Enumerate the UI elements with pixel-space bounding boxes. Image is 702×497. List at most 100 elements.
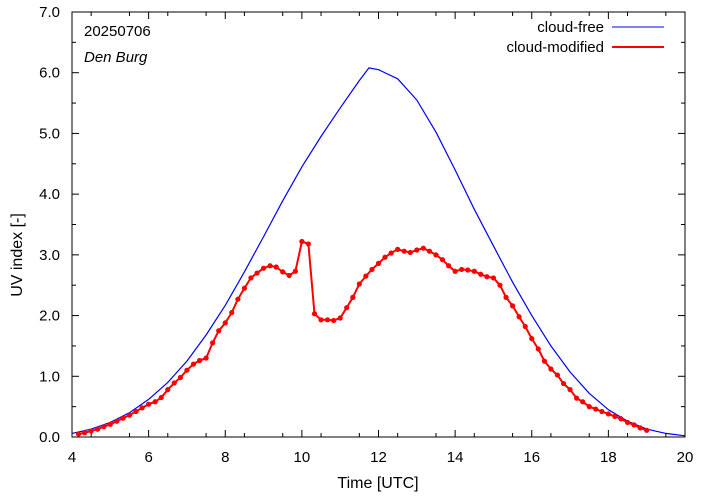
data-point-cloud-modified bbox=[644, 427, 650, 433]
x-tick-label: 14 bbox=[447, 449, 464, 466]
data-point-cloud-modified bbox=[612, 413, 618, 419]
data-point-cloud-modified bbox=[331, 317, 337, 324]
data-point-cloud-modified bbox=[139, 405, 145, 411]
data-point-cloud-modified bbox=[516, 314, 522, 320]
data-point-cloud-modified bbox=[248, 275, 254, 281]
data-point-cloud-modified bbox=[203, 355, 209, 361]
data-point-cloud-modified bbox=[497, 282, 503, 288]
y-tick-label: 5.0 bbox=[39, 125, 60, 142]
legend-label-cloud-modified: cloud-modified bbox=[506, 39, 604, 56]
data-point-cloud-modified bbox=[95, 426, 101, 432]
data-point-cloud-modified bbox=[120, 415, 126, 421]
data-point-cloud-modified bbox=[196, 357, 203, 364]
data-point-cloud-modified bbox=[184, 367, 190, 373]
data-point-cloud-modified bbox=[363, 273, 369, 279]
x-tick-label: 6 bbox=[144, 449, 152, 466]
data-point-cloud-modified bbox=[541, 358, 547, 364]
data-point-cloud-modified bbox=[567, 387, 573, 393]
data-point-cloud-modified bbox=[210, 340, 216, 346]
data-point-cloud-modified bbox=[216, 328, 222, 334]
data-point-cloud-modified bbox=[388, 250, 394, 256]
data-point-cloud-modified bbox=[573, 395, 580, 401]
data-point-cloud-modified bbox=[311, 311, 318, 317]
data-point-cloud-modified bbox=[382, 254, 388, 260]
data-point-cloud-modified bbox=[165, 387, 171, 393]
data-point-cloud-modified bbox=[337, 315, 343, 321]
data-point-cloud-modified bbox=[452, 268, 458, 274]
data-point-cloud-modified bbox=[465, 267, 471, 273]
data-point-cloud-modified bbox=[222, 320, 228, 326]
data-point-cloud-modified bbox=[350, 294, 356, 300]
data-point-cloud-modified bbox=[318, 317, 324, 323]
data-point-cloud-modified bbox=[395, 246, 401, 252]
data-point-cloud-modified bbox=[560, 380, 567, 387]
data-point-cloud-modified bbox=[471, 268, 477, 274]
data-point-cloud-modified bbox=[509, 303, 516, 309]
data-point-cloud-modified bbox=[299, 238, 305, 245]
data-point-cloud-modified bbox=[280, 269, 286, 275]
data-point-cloud-modified bbox=[88, 428, 94, 434]
data-point-cloud-modified bbox=[535, 346, 541, 352]
data-point-cloud-modified bbox=[229, 309, 235, 316]
data-point-cloud-modified bbox=[101, 424, 107, 430]
legend-label-cloud-free: cloud-free bbox=[537, 19, 604, 36]
y-tick-label: 4.0 bbox=[39, 186, 60, 203]
y-tick-label: 6.0 bbox=[39, 65, 60, 82]
data-point-cloud-modified bbox=[554, 372, 561, 378]
data-point-cloud-modified bbox=[631, 422, 637, 428]
data-point-cloud-modified bbox=[82, 430, 88, 436]
data-point-cloud-modified bbox=[324, 317, 331, 323]
data-point-cloud-modified bbox=[459, 266, 465, 273]
data-point-cloud-modified bbox=[369, 266, 375, 273]
y-tick-label: 1.0 bbox=[39, 368, 60, 385]
data-point-cloud-modified bbox=[490, 275, 497, 281]
legend: cloud-free cloud-modified bbox=[506, 19, 664, 56]
data-point-cloud-modified bbox=[344, 305, 350, 311]
station-annotation: Den Burg bbox=[84, 49, 148, 66]
series-line-cloud-free bbox=[71, 67, 686, 437]
x-tick-label: 8 bbox=[221, 449, 229, 466]
data-point-cloud-modified bbox=[522, 323, 528, 330]
data-point-cloud-modified bbox=[605, 411, 611, 417]
x-tick-label: 4 bbox=[68, 449, 76, 466]
data-point-cloud-modified bbox=[420, 245, 426, 251]
data-point-cloud-modified bbox=[637, 425, 643, 431]
data-point-cloud-modified bbox=[356, 281, 362, 287]
data-point-cloud-modified bbox=[114, 418, 120, 424]
data-point-cloud-modified bbox=[446, 263, 452, 269]
data-point-cloud-modified bbox=[190, 361, 197, 367]
data-point-cloud-modified bbox=[286, 272, 292, 279]
data-point-cloud-modified bbox=[133, 408, 139, 415]
x-tick-label: 18 bbox=[600, 449, 617, 466]
axis-tick-labels: 4 6 8 10 12 14 16 18 20 0.0 1.0 2.0 3.0 4.0 5.0 6.0 7.0 bbox=[39, 4, 693, 466]
x-tick-label: 20 bbox=[677, 449, 694, 466]
data-point-cloud-modified bbox=[273, 264, 279, 270]
data-point-cloud-modified bbox=[624, 419, 631, 426]
data-point-cloud-modified bbox=[177, 374, 184, 381]
y-tick-label: 7.0 bbox=[39, 4, 60, 21]
data-point-cloud-modified bbox=[426, 248, 433, 254]
x-tick-label: 16 bbox=[523, 449, 540, 466]
data-point-cloud-modified bbox=[235, 296, 241, 302]
y-tick-label: 2.0 bbox=[39, 308, 60, 325]
data-point-cloud-modified bbox=[171, 380, 177, 386]
data-point-cloud-modified bbox=[599, 408, 605, 415]
data-point-cloud-modified bbox=[152, 399, 158, 405]
data-point-cloud-modified bbox=[260, 265, 267, 271]
data-point-cloud-modified bbox=[414, 247, 420, 253]
data-point-cloud-modified bbox=[292, 268, 298, 274]
data-point-cloud-modified bbox=[529, 336, 535, 342]
data-point-cloud-modified bbox=[407, 249, 413, 256]
data-point-cloud-modified bbox=[267, 263, 273, 269]
data-point-cloud-modified bbox=[548, 366, 554, 372]
data-point-cloud-modified bbox=[478, 271, 484, 277]
data-point-cloud-modified bbox=[593, 406, 599, 412]
data-point-cloud-modified bbox=[146, 401, 152, 407]
data-point-cloud-modified bbox=[375, 260, 382, 266]
data-point-cloud-modified bbox=[401, 248, 407, 254]
x-tick-label: 10 bbox=[294, 449, 311, 466]
data-point-cloud-modified bbox=[107, 421, 113, 427]
data-point-cloud-modified bbox=[618, 416, 624, 422]
data-point-cloud-modified bbox=[586, 404, 592, 410]
data-point-cloud-modified bbox=[580, 399, 586, 405]
